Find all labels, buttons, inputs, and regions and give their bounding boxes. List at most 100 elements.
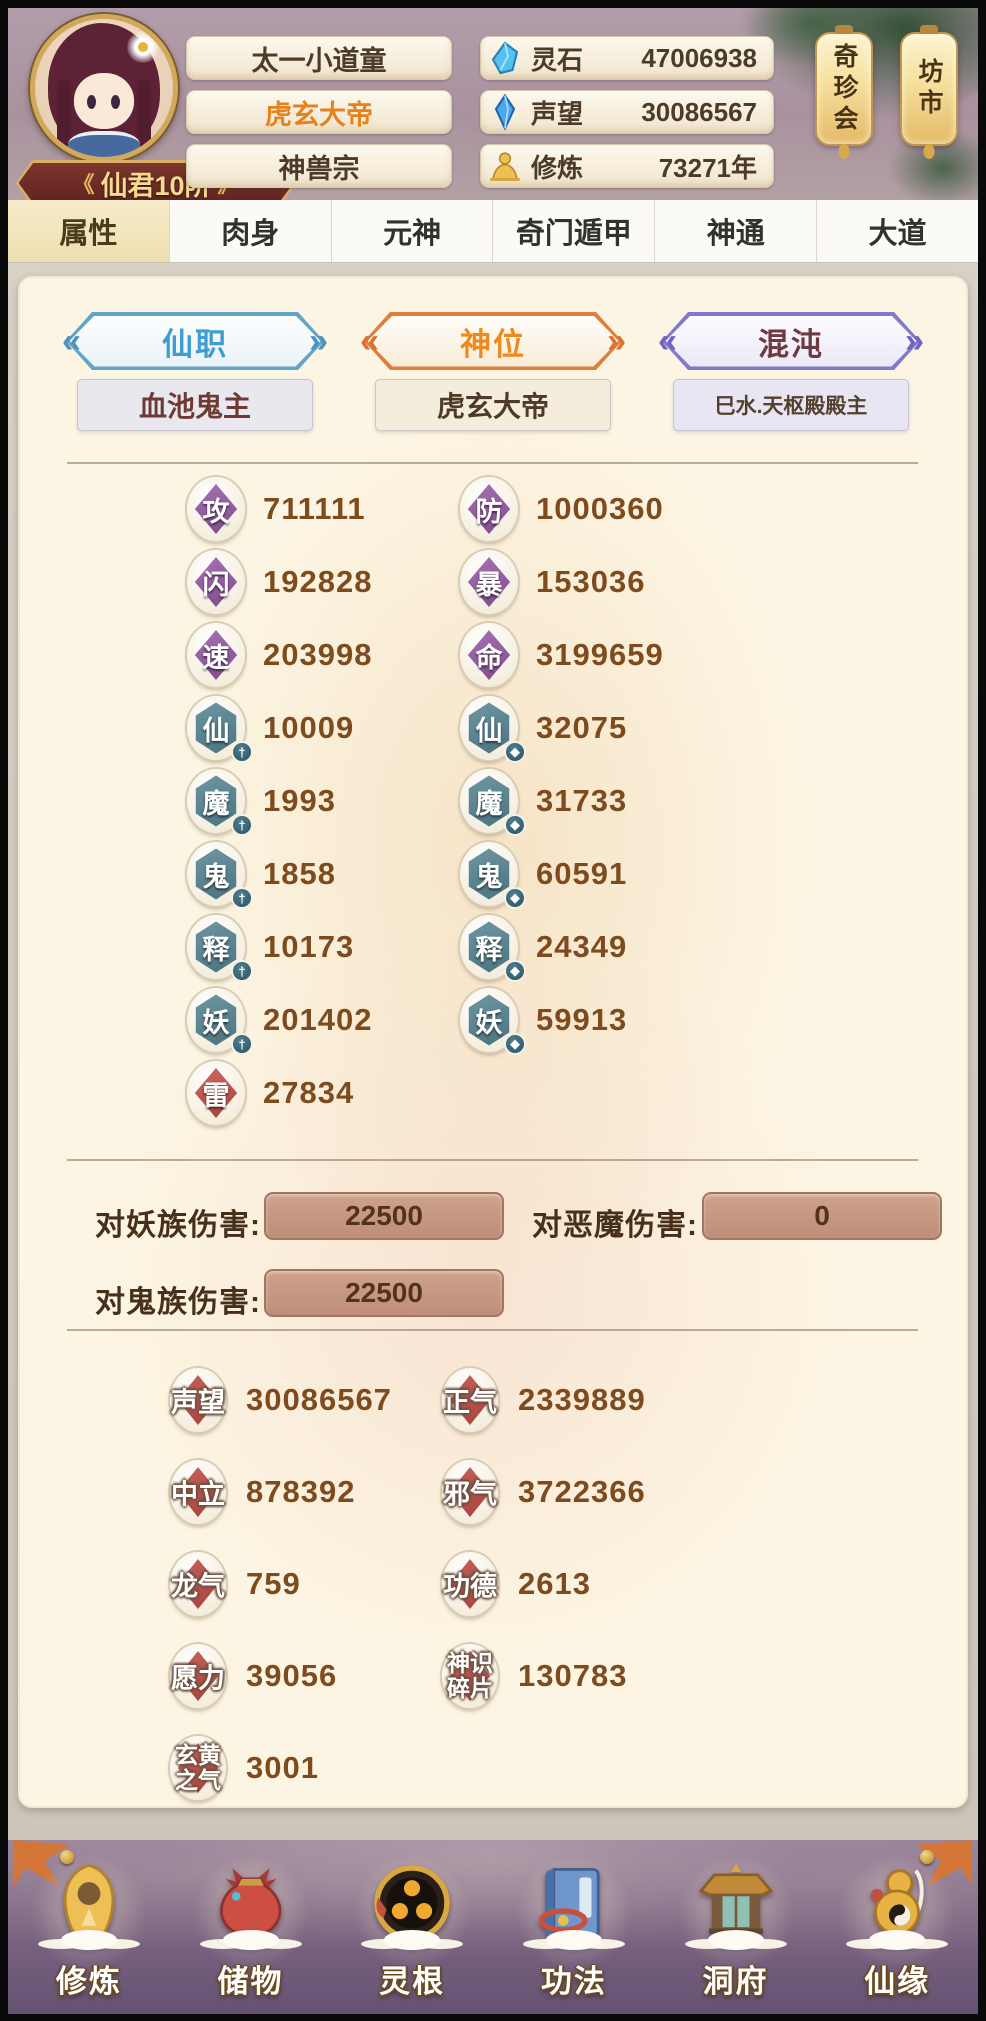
tab-great-dao[interactable]: 大道 bbox=[816, 200, 978, 262]
nav-skill-book[interactable]: 功法 bbox=[493, 1850, 655, 2001]
stat-value: 3722366 bbox=[518, 1474, 646, 1509]
title-plate[interactable]: 虎玄大帝 bbox=[186, 90, 452, 134]
nav-items: 修炼 储物 bbox=[8, 1850, 978, 2001]
bottom-nav-bar: 修炼 储物 bbox=[8, 1840, 978, 2014]
resource-label: 灵石 bbox=[531, 44, 584, 75]
spirit-stone-resource[interactable]: 灵石 47006938 bbox=[480, 36, 774, 80]
spirit-root-icon bbox=[374, 1865, 450, 1941]
reputation-resource[interactable]: 声望 30086567 bbox=[480, 90, 774, 134]
god-position-category[interactable]: 神位 « » 虎玄大帝 bbox=[360, 312, 626, 431]
thunder-stat-icon: 雷 bbox=[187, 1061, 245, 1125]
stat-row: 仙 † 10009 仙 ◆ 32075 bbox=[20, 693, 966, 766]
tab-primordial-spirit[interactable]: 元神 bbox=[330, 200, 493, 262]
dodge-stat-icon: 闪 bbox=[187, 550, 245, 614]
reputation-stat-icon: 声望 bbox=[170, 1368, 226, 1432]
tab-qimen-dunjia[interactable]: 奇门遁甲 bbox=[492, 200, 654, 262]
spirit-stone-icon bbox=[491, 41, 519, 75]
stat-value: 10173 bbox=[263, 929, 355, 964]
tab-attributes[interactable]: 属性 bbox=[8, 200, 169, 262]
stat-row: 鬼 † 1858 鬼 ◆ 60591 bbox=[20, 839, 966, 912]
nav-spirit-root[interactable]: 灵根 bbox=[331, 1850, 493, 2001]
nav-label: 修炼 bbox=[55, 1964, 122, 1999]
arrow-right-icon[interactable]: » bbox=[309, 322, 328, 360]
player-name-plate[interactable]: 太一小道童 bbox=[186, 36, 452, 80]
stat-row: 闪 192828 暴 153036 bbox=[20, 547, 966, 620]
immortal-post-category[interactable]: 仙职 « » 血池鬼主 bbox=[62, 312, 328, 431]
chevron-left-icon: 《 bbox=[72, 172, 95, 197]
stat-value: 153036 bbox=[536, 564, 646, 599]
stat-value: 711111 bbox=[263, 491, 366, 526]
damage-label: 对鬼族伤害: bbox=[95, 1286, 261, 1319]
divider bbox=[67, 1159, 918, 1161]
player-avatar[interactable] bbox=[30, 14, 178, 162]
category-subtitle: 巳水.天枢殿殿主 bbox=[673, 379, 909, 431]
nav-cultivate[interactable]: 修炼 bbox=[8, 1850, 170, 2001]
stat-row: 声望 30086567 正气 2339889 bbox=[20, 1356, 966, 1448]
nav-fate[interactable]: 仙缘 bbox=[816, 1850, 978, 2001]
immortal-attack-stat-icon: 仙 † bbox=[187, 696, 253, 763]
defense-stat-icon: 防 bbox=[460, 477, 518, 541]
nav-label: 灵根 bbox=[379, 1964, 446, 1999]
cultivation-resource[interactable]: 修炼 73271年 bbox=[480, 144, 774, 188]
chaos-category[interactable]: 混沌 « » 巳水.天枢殿殿主 bbox=[658, 312, 924, 431]
nav-glow-decoration bbox=[8, 1840, 978, 2014]
nav-label: 洞府 bbox=[702, 1964, 769, 1999]
stat-row: 中立 878392 邪气 3722366 bbox=[20, 1448, 966, 1540]
stat-row: 妖 † 201402 妖 ◆ 59913 bbox=[20, 985, 966, 1058]
nav-cave-abode[interactable]: 洞府 bbox=[655, 1850, 817, 2001]
damage-label: 对妖族伤害: bbox=[95, 1209, 261, 1242]
tab-body[interactable]: 肉身 bbox=[168, 200, 331, 262]
letterbox-edge bbox=[978, 0, 986, 2021]
gold-knob-decoration bbox=[60, 1850, 74, 1864]
skill-book-icon bbox=[538, 1868, 600, 1938]
merit-stat-icon: 功德 bbox=[442, 1552, 498, 1616]
crit-stat-icon: 暴 bbox=[460, 550, 518, 614]
stat-row: 释 † 10173 释 ◆ 24349 bbox=[20, 912, 966, 985]
avatar-hair bbox=[57, 79, 71, 149]
sword-badge-icon: † bbox=[231, 960, 253, 982]
resource-label: 修炼 bbox=[531, 152, 584, 183]
arrow-left-icon[interactable]: « bbox=[62, 322, 81, 360]
market-lantern[interactable]: 坊市 bbox=[900, 32, 958, 146]
nav-label: 储物 bbox=[217, 1964, 284, 1999]
damage-value-box: 22500 bbox=[264, 1269, 504, 1317]
righteous-qi-stat-icon: 正气 bbox=[442, 1368, 498, 1432]
nav-storage[interactable]: 储物 bbox=[170, 1850, 332, 2001]
evil-qi-stat-icon: 邪气 bbox=[442, 1460, 498, 1524]
attack-stat-icon: 攻 bbox=[187, 477, 245, 541]
resource-value: 30086567 bbox=[641, 96, 757, 127]
sword-badge-icon: † bbox=[231, 814, 253, 836]
cloud-decoration bbox=[384, 1930, 441, 1950]
divider bbox=[67, 462, 918, 464]
arrow-left-icon[interactable]: « bbox=[360, 322, 379, 360]
arrow-right-icon[interactable]: » bbox=[905, 322, 924, 360]
sword-badge-icon: † bbox=[231, 887, 253, 909]
arrow-left-icon[interactable]: « bbox=[658, 322, 677, 360]
stat-value: 2613 bbox=[518, 1566, 591, 1601]
fate-gourd-icon bbox=[870, 1869, 924, 1936]
ghost-defense-stat-icon: 鬼 ◆ bbox=[460, 842, 526, 909]
demon-attack-stat-icon: 魔 † bbox=[187, 769, 253, 836]
dragon-qi-stat-icon: 龙气 bbox=[170, 1552, 226, 1616]
stat-value: 203998 bbox=[263, 637, 373, 672]
speed-stat-icon: 速 bbox=[187, 623, 245, 687]
xuanhuang-qi-stat-icon: 玄黄之气 bbox=[170, 1736, 226, 1800]
damage-value-box: 0 bbox=[702, 1192, 942, 1240]
stat-value: 192828 bbox=[263, 564, 373, 599]
tab-divine-powers[interactable]: 神通 bbox=[654, 200, 816, 262]
avatar-clothes bbox=[68, 131, 140, 157]
stat-row: 攻 711111 防 1000360 bbox=[20, 474, 966, 547]
rare-treasure-fair-lantern[interactable]: 奇珍会 bbox=[815, 32, 873, 146]
top-bar: 《 仙君10阶 》 太一小道童 虎玄大帝 神兽宗 灵石 47006938 声望 … bbox=[8, 8, 978, 200]
resource-label: 声望 bbox=[531, 98, 584, 129]
neutral-stat-icon: 中立 bbox=[170, 1460, 226, 1524]
arrow-right-icon[interactable]: » bbox=[607, 322, 626, 360]
cloud-decoration bbox=[869, 1930, 926, 1950]
stat-value: 201402 bbox=[263, 1002, 373, 1037]
sect-plate[interactable]: 神兽宗 bbox=[186, 144, 452, 188]
lantern-label: 奇珍会 bbox=[830, 42, 858, 136]
damage-value-box: 22500 bbox=[264, 1192, 504, 1240]
shield-badge-icon: ◆ bbox=[504, 1033, 526, 1055]
demon-defense-stat-icon: 魔 ◆ bbox=[460, 769, 526, 836]
letterbox-edge bbox=[0, 0, 8, 2021]
